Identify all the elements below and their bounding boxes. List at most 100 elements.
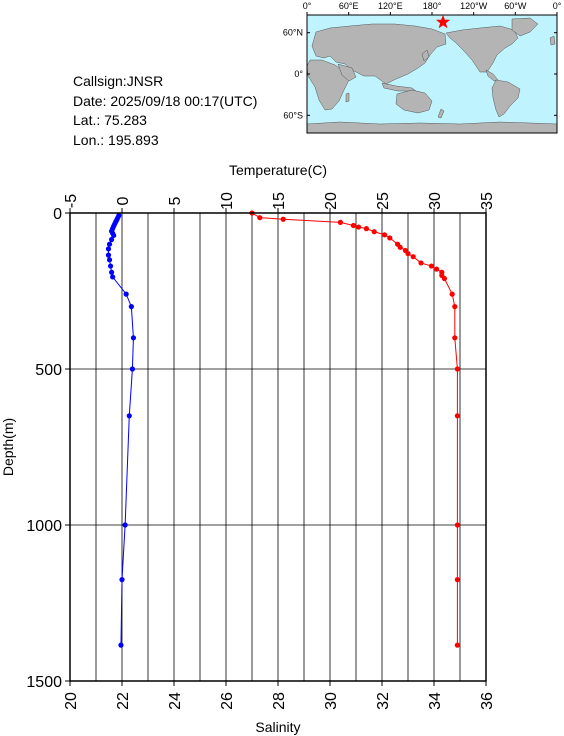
map-lon-label: 60°E (339, 1, 359, 11)
temperature-point (110, 274, 116, 280)
salinity-point (454, 413, 460, 419)
salinity-point (441, 275, 447, 282)
salinity-point (452, 304, 458, 310)
depth-tick-label: 0 (53, 206, 62, 223)
temperature-point (123, 291, 129, 297)
land-australia (395, 89, 433, 114)
latitude-text: Lat.: 75.283 (73, 112, 147, 128)
temperature-point (105, 252, 112, 258)
temperature-tick-label: 0 (115, 196, 132, 205)
world-map: 0° 60°E 120°E 180° 120°W 60°W 0° 60°N 0° 60°S (283, 1, 562, 134)
temperature-point (107, 263, 114, 269)
star-icon (435, 14, 451, 29)
salinity-tick-label: 26 (219, 692, 236, 710)
temperature-tick-label: 30 (427, 192, 444, 210)
salinity-axis-title: Salinity (255, 719, 300, 735)
salinity-tick-label: 22 (115, 692, 132, 710)
depth-axis-ticks: 0 500 1000 1500 (26, 206, 70, 691)
salinity-tick-label: 30 (323, 692, 340, 710)
salinity-point (449, 291, 455, 297)
depth-tick-label: 500 (35, 362, 62, 379)
temperature-tick-label: 25 (375, 192, 392, 210)
land-uk (549, 35, 556, 46)
map-frame-ticks (306, 12, 558, 116)
temperature-point (106, 257, 113, 263)
temperature-point (106, 241, 113, 247)
salinity-tick-label: 36 (479, 692, 496, 710)
land-arabia (337, 63, 357, 82)
map-lon-label: 0° (303, 1, 312, 11)
temperature-tick-label: 35 (479, 192, 496, 210)
temperature-point (130, 335, 137, 341)
longitude-text: Lon.: 195.893 (73, 131, 159, 148)
depth-tick-label: 1500 (26, 674, 62, 691)
temperature-axis-title: Temperature(C) (229, 162, 327, 178)
land-africa (306, 59, 350, 111)
station-marker-star-icon (435, 14, 451, 29)
land-new-zealand (437, 108, 445, 119)
map-lon-label: 60°W (504, 1, 527, 11)
salinity-point (405, 250, 411, 257)
land-antarctica (306, 121, 558, 134)
map-lat-label: 60°N (283, 28, 303, 38)
salinity-tick-label: 32 (375, 692, 392, 710)
map-lon-label: 180° (423, 1, 442, 11)
salinity-point (257, 215, 263, 221)
salinity-tick-label: 28 (271, 692, 288, 710)
map-longitude-labels: 0° 60°E 120°E 180° 120°W 60°W 0° (303, 1, 562, 11)
temperature-tick-label: 20 (323, 192, 340, 210)
salinity-tick-label: 34 (427, 692, 444, 710)
temperature-point (109, 269, 115, 275)
temperature-point (129, 366, 135, 372)
salinity-point (434, 266, 440, 272)
salinity-point (454, 522, 460, 528)
temperature-point (105, 246, 112, 252)
temperature-tick-label: -5 (63, 194, 80, 208)
salinity-point (454, 366, 460, 372)
salinity-axis-ticks: 20 22 24 26 28 30 32 34 36 (63, 681, 496, 710)
temperature-tick-label: 5 (167, 196, 184, 205)
salinity-point (454, 577, 460, 583)
temperature-point (126, 413, 132, 419)
depth-axis-title: Depth(m) (0, 418, 16, 476)
map-lat-label: 60°S (283, 110, 303, 120)
profile-chart: -5 0 5 10 15 20 25 30 35 20 22 24 26 28 30 32 34 36 0500… (0, 162, 496, 735)
salinity-point (397, 244, 403, 250)
salinity-point (356, 224, 362, 230)
temperature-point (111, 232, 117, 239)
salinity-point (371, 229, 377, 235)
grid-lines (70, 213, 486, 681)
temperature-tick-label: 15 (271, 192, 288, 210)
salinity-point (410, 254, 416, 260)
temperature-point (109, 236, 115, 243)
map-lon-label: 0° (553, 1, 562, 11)
callsign-text: Callsign:JNSR (73, 73, 164, 89)
temperature-point (119, 577, 125, 583)
depth-tick-label: 1000 (26, 518, 62, 535)
temperature-point (122, 522, 128, 528)
temperature-point (118, 642, 124, 648)
temperature-point (128, 304, 134, 310)
land-eurasia (311, 23, 447, 85)
land-japan (421, 49, 430, 62)
salinity-point (382, 232, 388, 238)
salinity-point (350, 222, 356, 229)
land-south-america (491, 79, 521, 118)
map-latitude-labels: 60°N 0° 60°S (283, 28, 304, 121)
salinity-point (363, 226, 369, 232)
map-lon-label: 120°W (460, 1, 488, 11)
date-text: Date: 2025/09/18 00:17(UTC) (73, 92, 258, 109)
map-land (306, 17, 558, 134)
salinity-point (418, 260, 424, 266)
station-info: Callsign:JNSR Date: 2025/09/18 00:17(UTC… (73, 72, 257, 150)
land-greenland (511, 17, 539, 37)
salinity-point (280, 216, 286, 222)
temperature-axis-ticks: -5 0 5 10 15 20 25 30 35 (63, 192, 496, 213)
map-lon-label: 120°E (378, 1, 403, 11)
salinity-tick-label: 20 (63, 692, 80, 710)
salinity-point (428, 263, 434, 269)
series-points (105, 210, 460, 648)
salinity-point (454, 642, 460, 648)
land-madagascar (345, 92, 350, 103)
